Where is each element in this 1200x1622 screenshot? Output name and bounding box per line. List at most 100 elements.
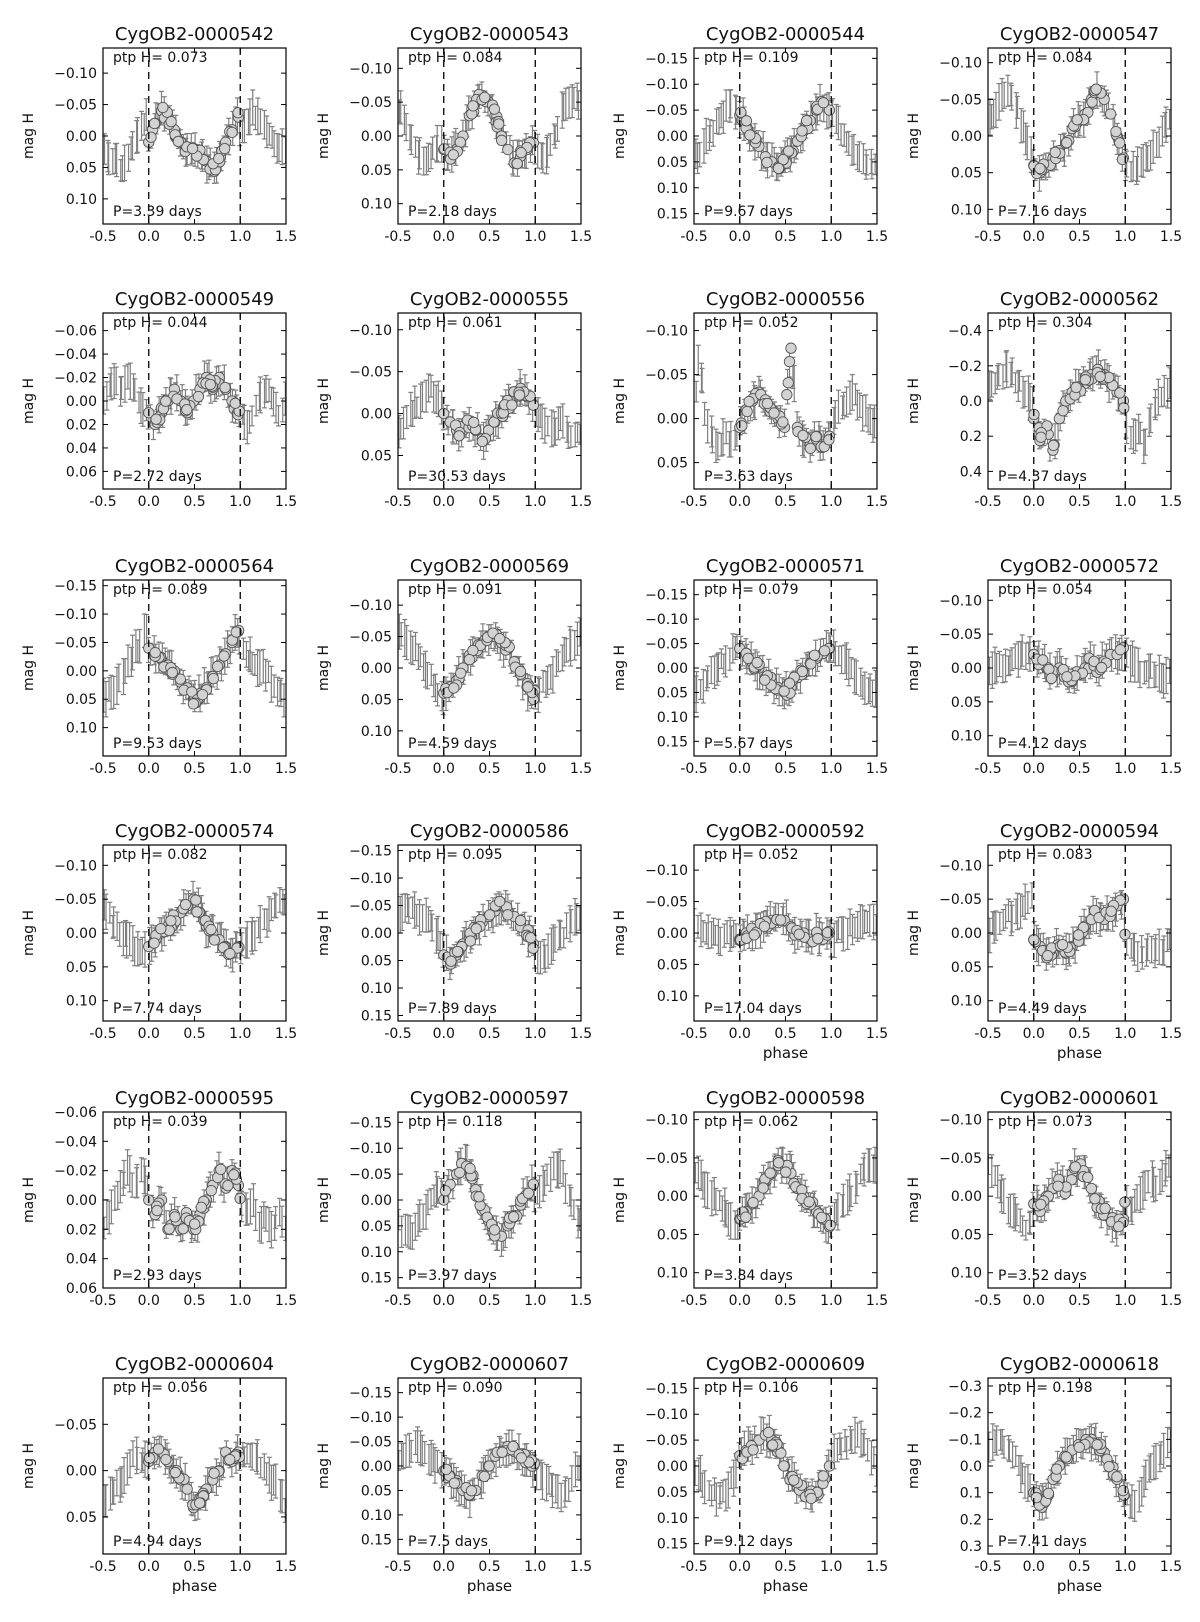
y-axis-label: mag H <box>906 645 922 691</box>
y-axis-label: mag H <box>316 113 332 159</box>
data-point <box>528 943 538 953</box>
data-point <box>782 389 792 399</box>
panel-data <box>101 614 286 717</box>
y-tick-label: 0.10 <box>66 192 97 208</box>
panel-title: CygOB2-0000555 <box>410 289 569 310</box>
data-point <box>1050 147 1060 157</box>
data-point <box>448 150 458 160</box>
y-tick-label: −0.05 <box>645 895 688 911</box>
period-value: 4.37 <box>1018 469 1049 485</box>
x-tick-label: 0.0 <box>729 494 751 510</box>
y-tick-label: 0.05 <box>657 957 688 973</box>
y-tick-label: −0.10 <box>939 858 982 874</box>
data-point <box>1071 382 1081 392</box>
data-point <box>494 896 504 906</box>
data-point <box>523 682 533 692</box>
x-tick-label: -0.5 <box>974 229 1001 245</box>
y-tick-label: 0.0 <box>960 394 982 410</box>
panel-data <box>987 350 1172 464</box>
period-prefix: P= <box>408 204 428 220</box>
data-point <box>786 343 796 353</box>
data-point <box>182 404 192 414</box>
data-point <box>809 650 819 660</box>
data-point <box>742 406 752 416</box>
data-point <box>1105 109 1115 119</box>
x-tick-label: 0.5 <box>478 494 500 510</box>
y-tick-label: 0.10 <box>361 724 392 740</box>
x-tick-label: -0.5 <box>89 229 116 245</box>
ptp-annotation: ptp H= 0.054 <box>998 582 1093 598</box>
data-point <box>220 382 230 392</box>
x-tick-label: 1.5 <box>275 494 297 510</box>
ptp-value: 0.082 <box>167 847 207 863</box>
data-point <box>507 400 517 410</box>
x-tick-label: -0.5 <box>974 1026 1001 1042</box>
data-point <box>149 938 159 948</box>
period-annotation: P=7.74 days <box>113 1001 202 1017</box>
data-point <box>514 390 524 400</box>
x-tick-label: -0.5 <box>384 229 411 245</box>
x-tick-label: -0.5 <box>680 1026 707 1042</box>
x-tick-label: 1.5 <box>570 494 592 510</box>
ptp-prefix: ptp H= <box>408 847 462 863</box>
y-tick-label: 0.00 <box>66 926 97 942</box>
data-point <box>188 699 198 709</box>
x-tick-label: 0.5 <box>1068 494 1090 510</box>
x-tick-label: 0.0 <box>433 1026 455 1042</box>
y-axis-label: mag H <box>21 910 37 956</box>
ptp-value: 0.079 <box>758 582 798 598</box>
panel-data <box>101 360 288 444</box>
plot-frame <box>398 313 581 489</box>
ptp-prefix: ptp H= <box>998 50 1052 66</box>
period-annotation: P=4.59 days <box>408 736 497 752</box>
y-tick-label: 0.05 <box>66 692 97 708</box>
x-tick-label: 1.0 <box>1114 1026 1136 1042</box>
ptp-value: 0.084 <box>1052 50 1092 66</box>
data-point <box>749 930 759 940</box>
period-prefix: P= <box>998 204 1018 220</box>
period-unit: days <box>755 204 793 220</box>
x-tick-label: 0.5 <box>478 229 500 245</box>
data-point <box>206 924 216 934</box>
ptp-value: 0.052 <box>758 315 798 331</box>
x-tick-label: 1.0 <box>820 229 842 245</box>
period-annotation: P=7.16 days <box>998 204 1087 220</box>
ptp-value: 0.061 <box>462 315 502 331</box>
panel-data <box>397 82 581 176</box>
ptp-prefix: ptp H= <box>113 582 167 598</box>
period-unit: days <box>1049 736 1087 752</box>
ptp-annotation: ptp H= 0.044 <box>113 315 208 331</box>
ptp-annotation: ptp H= 0.089 <box>113 582 208 598</box>
data-point <box>769 408 779 418</box>
data-point <box>225 948 235 958</box>
period-value: 5.67 <box>724 736 755 752</box>
x-tick-label: 1.5 <box>275 229 297 245</box>
x-tick-label: 0.0 <box>729 1026 751 1042</box>
data-point <box>192 907 202 917</box>
panel-title: CygOB2-0000542 <box>115 24 274 45</box>
data-point <box>745 130 755 140</box>
ptp-prefix: ptp H= <box>113 847 167 863</box>
ptp-annotation: ptp H= 0.073 <box>113 50 208 66</box>
period-value: 7.89 <box>428 1001 459 1017</box>
panel-data <box>987 72 1172 191</box>
data-point <box>150 647 160 657</box>
period-prefix: P= <box>408 736 428 752</box>
data-point <box>775 915 785 925</box>
y-tick-label: 0.05 <box>361 163 392 179</box>
data-point <box>515 915 525 925</box>
y-tick-label: 0.2 <box>960 429 982 445</box>
data-point <box>1096 662 1106 672</box>
x-tick-label: 0.0 <box>433 761 455 777</box>
panel-title: CygOB2-0000592 <box>706 821 865 842</box>
y-tick-label: −0.05 <box>939 92 982 108</box>
x-tick-label: 1.0 <box>229 761 251 777</box>
x-tick-label: 1.0 <box>1114 494 1136 510</box>
y-tick-label: 0.15 <box>361 1009 392 1025</box>
data-point <box>762 398 772 408</box>
y-tick-label: 0.00 <box>951 661 982 677</box>
x-tick-label: 0.0 <box>138 494 160 510</box>
panel-data <box>396 370 582 460</box>
period-prefix: P= <box>408 1001 428 1017</box>
ptp-prefix: ptp H= <box>408 315 462 331</box>
